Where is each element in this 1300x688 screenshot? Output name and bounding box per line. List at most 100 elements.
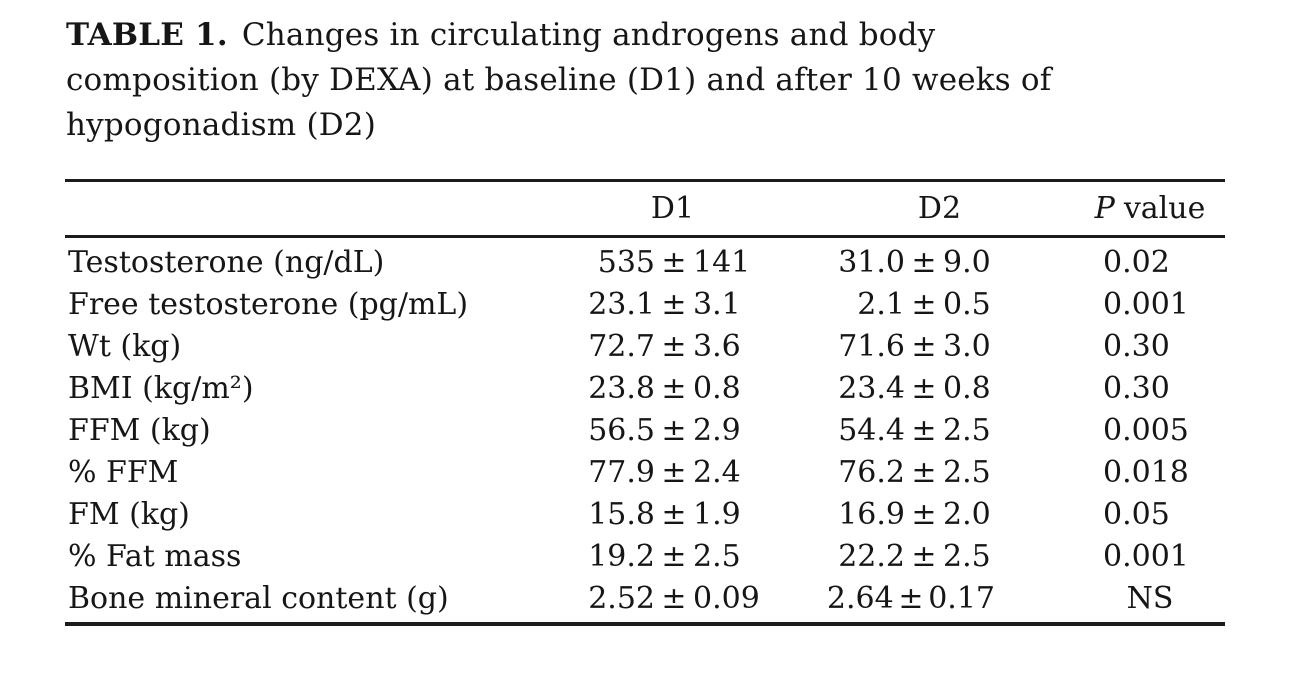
plus-minus-sign: ±	[911, 413, 937, 448]
d1-mean: 77.9	[588, 455, 655, 490]
plus-minus-sign: ±	[911, 287, 937, 322]
d1-sd: 2.5	[693, 539, 741, 574]
d2-sd: 2.0	[943, 497, 991, 532]
plus-minus-sign: ±	[661, 329, 687, 364]
plus-minus-sign: ±	[661, 245, 687, 280]
table-row: FFM (kg) 56.5 ±2.9 54.4 ±2.5 0.005	[65, 410, 1225, 452]
row-label: FM (kg)	[68, 497, 190, 532]
d2-mean: 31.0	[838, 245, 905, 280]
plus-minus-sign: ±	[911, 455, 937, 490]
d1-cell: 72.7 ±3.6	[565, 326, 780, 368]
plus-minus-sign: ±	[661, 455, 687, 490]
d2-mean: 16.9	[838, 497, 905, 532]
header-p-italic: P	[1094, 191, 1115, 226]
d2-mean: 23.4	[838, 371, 905, 406]
d2-cell: 22.2 ±2.5	[780, 536, 995, 578]
row-label: % Fat mass	[68, 539, 242, 574]
row-label: Testosterone (ng/dL)	[68, 245, 385, 280]
table-row: Testosterone (ng/dL) 535 ±141 31.0 ±9.0 0.…	[65, 242, 1225, 284]
plus-minus-sign: ±	[661, 581, 687, 616]
d1-sd: 3.6	[693, 329, 741, 364]
d1-mean: 2.52	[588, 581, 655, 616]
d2-mean: 54.4	[838, 413, 905, 448]
d1-sd: 3.1	[693, 287, 741, 322]
table-body: Testosterone (ng/dL) 535 ±141 31.0 ±9.0 0.…	[65, 238, 1225, 626]
d2-mean: 2.1	[857, 287, 905, 322]
d1-mean: 72.7	[588, 329, 655, 364]
header-d2: D2	[917, 191, 962, 226]
d1-sd: 141	[693, 245, 751, 280]
p-value-cell: 0.018	[1103, 455, 1189, 490]
d2-sd: 2.5	[943, 413, 991, 448]
d2-sd: 3.0	[943, 329, 991, 364]
d2-sd: 0.17	[928, 581, 995, 616]
table-row: BMI (kg/m²) 23.8 ±0.8 23.4 ±0.8 0.30	[65, 368, 1225, 410]
table-number-label: TABLE 1.	[66, 17, 228, 53]
d1-mean: 23.8	[588, 371, 655, 406]
row-label: BMI (kg/m²)	[68, 371, 254, 406]
header-p-rest: value	[1123, 191, 1206, 226]
plus-minus-sign: ±	[661, 287, 687, 322]
p-value-cell: 0.30	[1103, 329, 1170, 364]
d1-mean: 15.8	[588, 497, 655, 532]
d2-cell: 31.0 ±9.0	[780, 242, 995, 284]
d2-cell: 23.4 ±0.8	[780, 368, 995, 410]
caption-line-2: composition (by DEXA) at baseline (D1) a…	[66, 62, 1052, 98]
table-row: % FFM 77.9 ±2.4 76.2 ±2.5 0.018	[65, 452, 1225, 494]
d2-mean: 2.64	[826, 581, 894, 616]
d1-mean: 535	[597, 245, 655, 280]
d1-cell: 23.1 ±3.1	[565, 284, 780, 326]
d1-sd: 1.9	[693, 497, 741, 532]
d1-sd: 2.4	[693, 455, 741, 490]
p-value-cell: 0.005	[1103, 413, 1189, 448]
d2-sd: 2.5	[943, 539, 991, 574]
d2-cell: 71.6 ±3.0	[780, 326, 995, 368]
p-value-cell: NS	[1126, 581, 1174, 616]
plus-minus-sign: ±	[911, 497, 937, 532]
d1-mean: 56.5	[588, 413, 655, 448]
plus-minus-sign: ±	[898, 581, 924, 616]
p-value-cell: 0.05	[1103, 497, 1170, 532]
d1-cell: 535 ±141	[565, 242, 780, 284]
caption-line-1: TABLE 1. Changes in circulating androgens…	[66, 13, 1226, 58]
table-row: % Fat mass 19.2 ±2.5 22.2 ±2.5 0.001	[65, 536, 1225, 578]
d2-cell: 16.9 ±2.0	[780, 494, 995, 536]
d1-cell: 19.2 ±2.5	[565, 536, 780, 578]
p-value-cell: 0.30	[1103, 371, 1170, 406]
d2-cell: 2.1 ±0.5	[780, 284, 995, 326]
header-d1: D1	[650, 191, 695, 226]
d2-sd: 2.5	[943, 455, 991, 490]
plus-minus-sign: ±	[911, 539, 937, 574]
d2-sd: 9.0	[943, 245, 991, 280]
p-value-cell: 0.001	[1103, 539, 1189, 574]
table-caption: TABLE 1. Changes in circulating androgens…	[66, 13, 1226, 148]
row-label: FFM (kg)	[68, 413, 211, 448]
plus-minus-sign: ±	[911, 245, 937, 280]
p-value-cell: 0.02	[1103, 245, 1170, 280]
table-row: FM (kg) 15.8 ±1.9 16.9 ±2.0 0.05	[65, 494, 1225, 536]
plus-minus-sign: ±	[661, 371, 687, 406]
table-row: Wt (kg) 72.7 ±3.6 71.6 ±3.0 0.30	[65, 326, 1225, 368]
table-row: Bone mineral content (g) 2.52 ±0.09 2.64 ±…	[65, 578, 1225, 620]
d2-cell: 76.2 ±2.5	[780, 452, 995, 494]
plus-minus-sign: ±	[911, 371, 937, 406]
caption-text-1: Changes in circulating androgens and bod…	[241, 17, 936, 53]
d1-sd: 0.09	[693, 581, 760, 616]
d1-cell: 77.9 ±2.4	[565, 452, 780, 494]
d2-mean: 22.2	[838, 539, 905, 574]
row-label: Free testosterone (pg/mL)	[68, 287, 469, 322]
row-label: Wt (kg)	[68, 329, 182, 364]
plus-minus-sign: ±	[661, 539, 687, 574]
table-row: Free testosterone (pg/mL) 23.1 ±3.1 2.1 ±0…	[65, 284, 1225, 326]
d2-cell: 2.64 ±0.17	[780, 578, 995, 620]
caption-line-3: hypogonadism (D2)	[66, 107, 377, 143]
d1-cell: 56.5 ±2.9	[565, 410, 780, 452]
plus-minus-sign: ±	[661, 497, 687, 532]
d1-mean: 23.1	[588, 287, 655, 322]
d1-cell: 2.52 ±0.09	[565, 578, 780, 620]
plus-minus-sign: ±	[661, 413, 687, 448]
